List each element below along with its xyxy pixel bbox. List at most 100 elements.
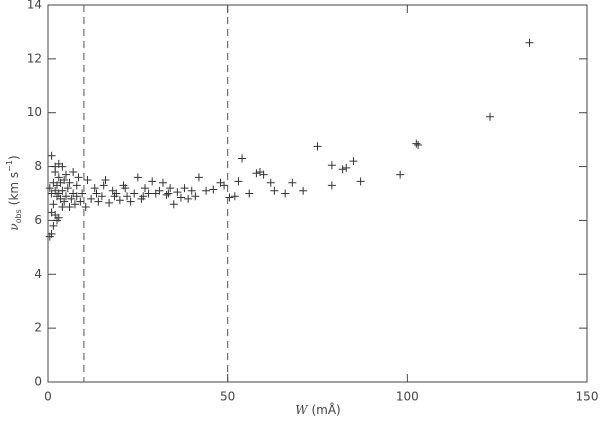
point	[151, 189, 160, 198]
point	[92, 189, 101, 198]
point	[180, 184, 189, 193]
point	[252, 169, 261, 178]
point	[52, 216, 61, 225]
point	[49, 221, 58, 230]
point	[327, 181, 336, 190]
point	[76, 197, 85, 206]
point	[70, 200, 79, 209]
point	[342, 163, 351, 172]
point	[414, 141, 423, 150]
point	[108, 186, 117, 195]
point	[69, 189, 78, 198]
point	[58, 202, 67, 211]
point	[525, 38, 534, 47]
point	[51, 162, 60, 171]
y-tick-label: 6	[34, 213, 42, 227]
point	[234, 177, 243, 186]
point	[83, 176, 92, 185]
point	[72, 181, 81, 190]
point	[281, 189, 290, 198]
y-symbol: ν	[7, 223, 21, 230]
point	[173, 188, 182, 197]
point	[166, 184, 175, 193]
point	[90, 184, 99, 193]
point	[148, 177, 157, 186]
point	[94, 197, 103, 206]
x-axis-label: W (mÅ)	[295, 402, 340, 417]
point	[338, 165, 347, 174]
point	[144, 189, 153, 198]
point	[164, 189, 173, 198]
point	[115, 196, 124, 205]
point	[105, 198, 114, 207]
y-tick-label: 10	[27, 105, 42, 119]
y-tick-label: 4	[34, 267, 42, 281]
y-unit: (km s	[7, 172, 21, 205]
x-tick-label: 150	[576, 390, 599, 404]
point	[349, 157, 358, 166]
y-exponent: −1	[5, 160, 14, 172]
y-close: )	[7, 155, 21, 160]
point	[123, 192, 132, 201]
point	[238, 154, 247, 163]
point	[61, 170, 70, 179]
point	[67, 194, 76, 203]
point	[47, 151, 56, 160]
y-tick-label: 14	[27, 0, 42, 12]
point	[176, 193, 185, 202]
x-symbol: W	[295, 403, 309, 417]
point	[141, 184, 150, 193]
point	[49, 200, 58, 209]
point	[126, 197, 135, 206]
point	[101, 176, 110, 185]
point	[87, 194, 96, 203]
point	[49, 178, 58, 187]
point	[194, 173, 203, 182]
point	[225, 193, 234, 202]
x-tick-label: 100	[396, 390, 419, 404]
point	[202, 186, 211, 195]
point	[191, 192, 200, 201]
y-subscript: obs	[14, 209, 23, 223]
point	[63, 184, 72, 193]
point	[47, 208, 56, 217]
point	[99, 181, 108, 190]
point	[245, 189, 254, 198]
point	[230, 192, 239, 201]
point	[65, 202, 74, 211]
point	[139, 192, 148, 201]
point	[256, 167, 265, 176]
point	[45, 184, 54, 193]
point	[356, 177, 365, 186]
point	[74, 173, 83, 182]
point	[485, 112, 494, 121]
point	[69, 167, 78, 176]
point	[133, 173, 142, 182]
point	[396, 170, 405, 179]
point	[313, 142, 322, 151]
x-tick-label: 0	[44, 390, 52, 404]
point	[61, 192, 70, 201]
point	[78, 189, 87, 198]
y-tick-label: 2	[34, 321, 42, 335]
point	[299, 186, 308, 195]
point	[97, 192, 106, 201]
point	[162, 190, 171, 199]
point	[65, 178, 74, 187]
y-tick-label: 12	[27, 51, 42, 65]
y-tick-label: 8	[34, 159, 42, 173]
y-axis-label: νobs (km s−1)	[5, 155, 23, 230]
x-unit: (mÅ)	[311, 402, 340, 417]
point	[288, 178, 297, 187]
point	[216, 178, 225, 187]
point	[52, 192, 61, 201]
point	[169, 200, 178, 209]
point	[45, 232, 54, 241]
point	[158, 178, 167, 187]
point	[266, 178, 275, 187]
point	[110, 192, 119, 201]
point	[121, 184, 130, 193]
point	[412, 139, 421, 148]
point	[270, 186, 279, 195]
